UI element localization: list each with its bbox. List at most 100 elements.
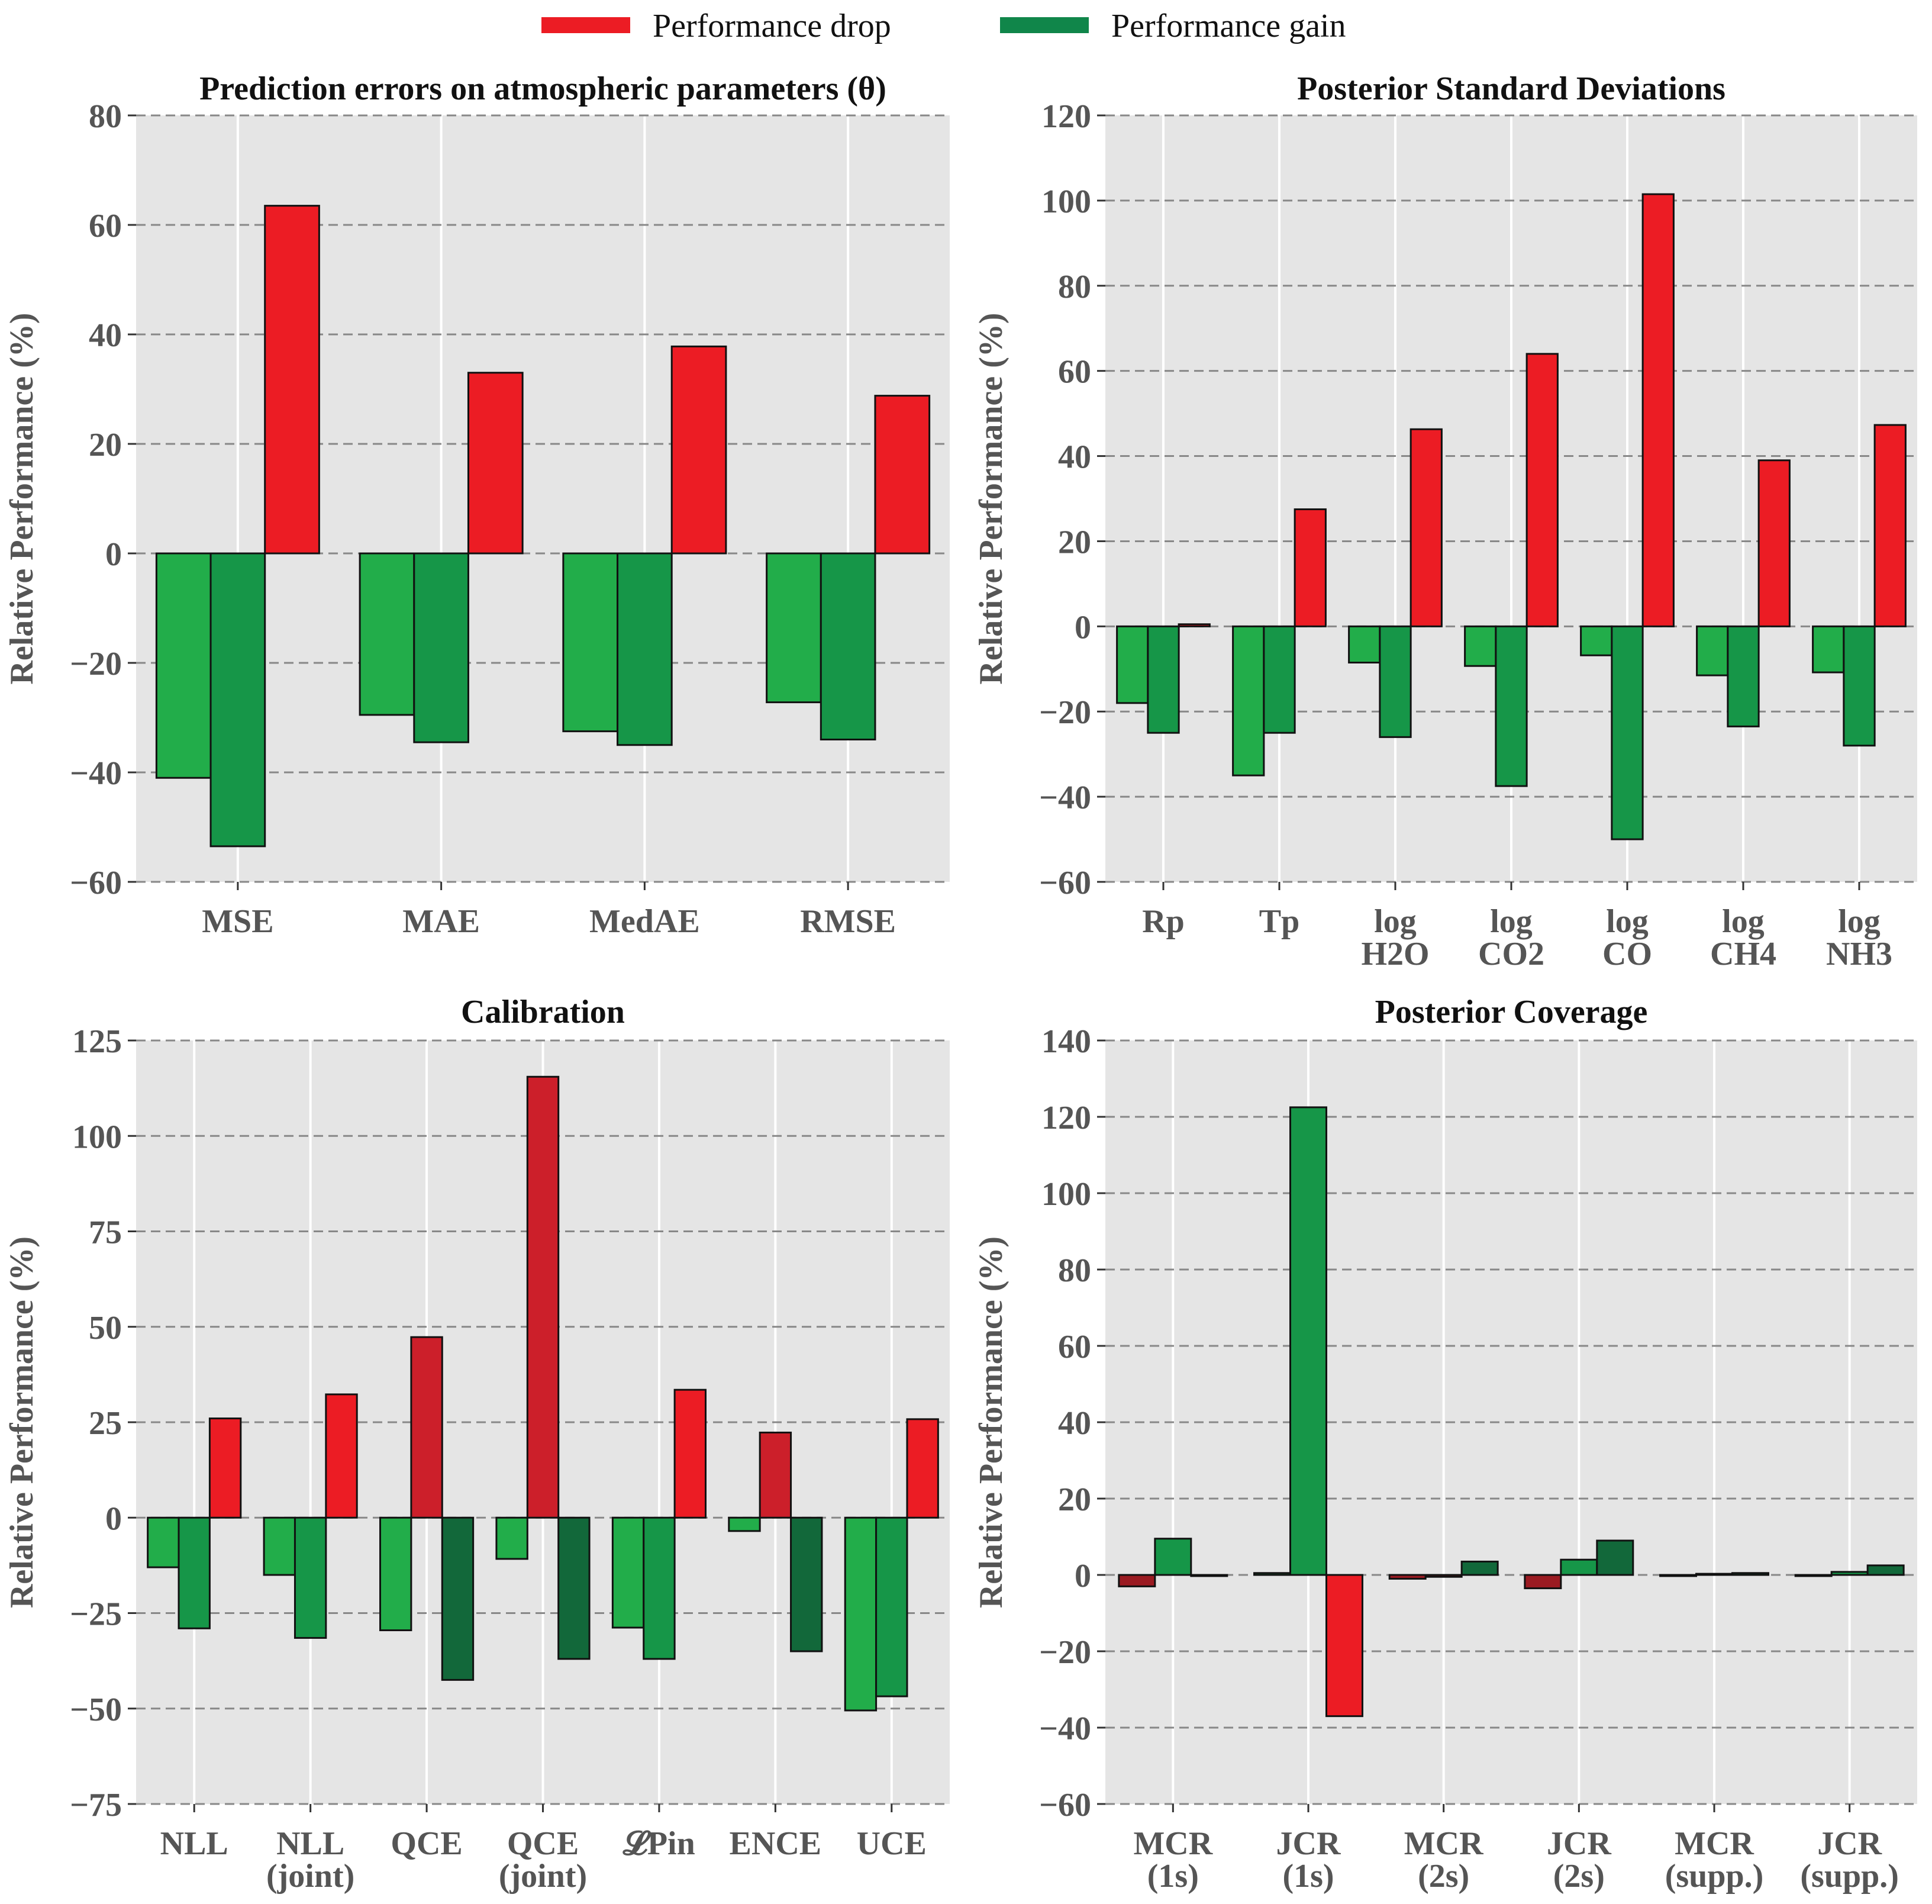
bar [1253, 1572, 1292, 1576]
x-tick-label: QCE [391, 1825, 462, 1862]
y-tick-label: 40 [1058, 1405, 1091, 1442]
bar [1580, 625, 1613, 656]
bar [410, 1336, 443, 1519]
y-tick-label: 25 [89, 1405, 122, 1442]
x-tick-label: Rp [1142, 903, 1185, 940]
bar [467, 372, 524, 555]
y-tick-label: −20 [70, 646, 122, 682]
y-tick-label: 0 [1075, 1558, 1091, 1594]
x-tick-label: MedAE [589, 903, 700, 940]
x-tick-label: MCR [1675, 1825, 1754, 1862]
bar [1731, 1572, 1769, 1576]
x-tick-label: (joint) [499, 1858, 587, 1895]
y-tick-label: 20 [1058, 1481, 1091, 1518]
bar [359, 552, 415, 716]
bar [209, 552, 266, 848]
bar [1757, 459, 1791, 627]
bar [1460, 1560, 1499, 1576]
bar [1190, 1574, 1228, 1577]
bar [1641, 193, 1675, 627]
bar [441, 1516, 475, 1681]
bar [617, 552, 673, 746]
bar [1118, 1574, 1156, 1587]
x-tick-label: MCR [1133, 1825, 1212, 1862]
bar [673, 1388, 707, 1519]
bar [1794, 1574, 1833, 1577]
bar [1611, 625, 1644, 840]
chart-panel-1: −60 −40 −20 0 20 40 60 80 MSE MAE MedAE RMSE Predict… [4, 70, 950, 940]
bar [1348, 625, 1381, 663]
y-tick-label: 80 [1058, 1252, 1091, 1289]
bar [875, 1516, 908, 1697]
bar [155, 552, 212, 779]
bar [1812, 625, 1845, 674]
bar [1495, 625, 1528, 787]
y-axis-label: Relative Performance (%) [4, 312, 40, 684]
y-tick-label: −50 [70, 1692, 122, 1728]
bar [1410, 428, 1443, 627]
y-axis-label: Relative Performance (%) [4, 1236, 40, 1608]
bar [1388, 1574, 1427, 1580]
panel-title: Prediction errors on atmospheric paramet… [199, 70, 886, 107]
bar [1147, 625, 1180, 734]
x-tick-label: JCR [1276, 1825, 1341, 1862]
y-tick-label: −25 [70, 1596, 122, 1633]
bar [820, 552, 876, 740]
x-tick-label: RMSE [800, 903, 896, 940]
y-tick-label: 40 [89, 317, 122, 354]
x-tick-label: MAE [402, 903, 480, 940]
bar [1232, 625, 1265, 777]
bar [1154, 1538, 1192, 1576]
bar [844, 1516, 878, 1712]
y-tick-label: 75 [89, 1214, 122, 1251]
bar [1289, 1106, 1327, 1576]
panel-title: Posterior Standard Deviations [1297, 70, 1725, 107]
legend: Performance drop Performance gain [541, 8, 1346, 44]
panel-title: Posterior Coverage [1375, 994, 1648, 1030]
x-tick-label: log [1374, 903, 1417, 940]
bar [1727, 625, 1760, 727]
x-tick-label: log [1722, 903, 1765, 940]
x-tick-label: (joint) [266, 1858, 354, 1895]
x-tick-label: JCR [1547, 1825, 1611, 1862]
y-tick-label: 60 [1058, 1329, 1091, 1365]
x-tick-label: CO [1602, 936, 1652, 972]
bar [611, 1516, 645, 1629]
x-tick-label: (2s) [1418, 1858, 1469, 1895]
bar [562, 552, 619, 733]
bar [1696, 625, 1729, 676]
legend-label-drop: Performance drop [653, 8, 891, 44]
bar [263, 1516, 296, 1576]
x-tick-label: log [1490, 903, 1533, 940]
y-tick-label: 100 [72, 1119, 122, 1155]
bar [766, 552, 822, 704]
x-tick-label: CO2 [1478, 936, 1544, 972]
bar [1325, 1574, 1363, 1718]
bar [1464, 625, 1497, 667]
bar [1424, 1574, 1463, 1578]
bar [1178, 623, 1211, 627]
bar [379, 1516, 412, 1632]
y-axis-label: Relative Performance (%) [973, 312, 1009, 684]
x-tick-label: NLL [160, 1825, 228, 1862]
bar [325, 1393, 358, 1519]
bar [759, 1431, 792, 1519]
legend-swatch-drop [541, 17, 630, 33]
x-tick-label: NH3 [1826, 936, 1892, 972]
y-tick-label: 100 [1041, 183, 1091, 220]
chart-panel-4: −60−40−20020406080100120140MCR(1s)JCR(1s… [973, 994, 1917, 1895]
y-tick-label: 100 [1041, 1176, 1091, 1213]
bar [1524, 1574, 1562, 1590]
x-tick-label: ENCE [730, 1825, 822, 1862]
y-tick-label: 140 [1041, 1023, 1091, 1060]
x-tick-label: NLL [276, 1825, 344, 1862]
bar [790, 1516, 823, 1652]
x-tick-label: (2s) [1553, 1858, 1605, 1895]
x-tick-label: JCR [1817, 1825, 1882, 1862]
bar [208, 1417, 242, 1519]
y-tick-label: 40 [1058, 439, 1091, 476]
y-tick-label: −60 [70, 865, 122, 901]
x-tick-label: (1s) [1147, 1858, 1199, 1895]
